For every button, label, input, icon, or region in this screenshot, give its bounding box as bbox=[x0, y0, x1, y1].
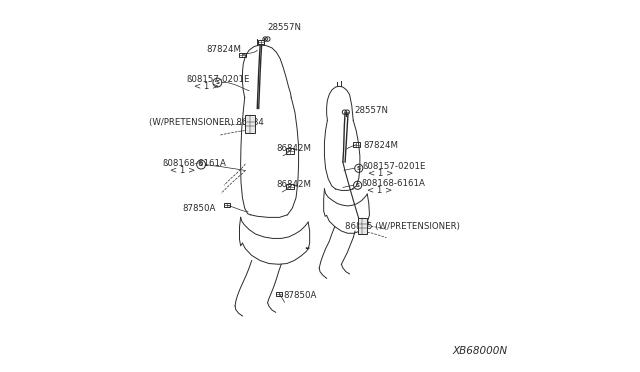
Text: S: S bbox=[356, 183, 360, 188]
Bar bbox=[358, 218, 367, 234]
Text: 86842M: 86842M bbox=[276, 180, 312, 189]
Text: 87824M: 87824M bbox=[364, 141, 399, 150]
Text: ß08168-6161A: ß08168-6161A bbox=[362, 179, 425, 188]
Bar bbox=[285, 148, 294, 154]
Text: S: S bbox=[215, 80, 220, 85]
Text: < 1 >: < 1 > bbox=[194, 82, 219, 91]
Text: S: S bbox=[356, 166, 361, 171]
Bar bbox=[285, 184, 294, 189]
Text: 87824M: 87824M bbox=[206, 45, 241, 54]
Text: 87850A: 87850A bbox=[182, 203, 216, 212]
Text: < 1 >: < 1 > bbox=[170, 166, 196, 175]
Text: XB68000N: XB68000N bbox=[453, 346, 508, 356]
Text: ß08168-6161A: ß08168-6161A bbox=[162, 159, 226, 168]
Text: 86842M: 86842M bbox=[276, 144, 312, 153]
Text: 87850A: 87850A bbox=[284, 291, 317, 300]
Text: 28557N: 28557N bbox=[354, 106, 388, 115]
Bar bbox=[276, 292, 282, 296]
Text: ß08157-0201E: ß08157-0201E bbox=[186, 76, 250, 84]
Text: ß08157-0201E: ß08157-0201E bbox=[362, 162, 426, 171]
Bar bbox=[244, 115, 255, 133]
Text: < 1 >: < 1 > bbox=[368, 169, 393, 178]
Text: 28557N: 28557N bbox=[268, 23, 301, 32]
Bar bbox=[353, 142, 360, 147]
Text: S: S bbox=[199, 162, 203, 167]
Bar bbox=[239, 52, 246, 57]
Text: (W/PRETENSIONER) 86884: (W/PRETENSIONER) 86884 bbox=[149, 118, 264, 127]
Text: < 1 >: < 1 > bbox=[367, 186, 392, 195]
Bar bbox=[258, 40, 264, 44]
Bar bbox=[224, 203, 230, 207]
Text: 86885 (W/PRETENSIONER): 86885 (W/PRETENSIONER) bbox=[345, 222, 460, 231]
